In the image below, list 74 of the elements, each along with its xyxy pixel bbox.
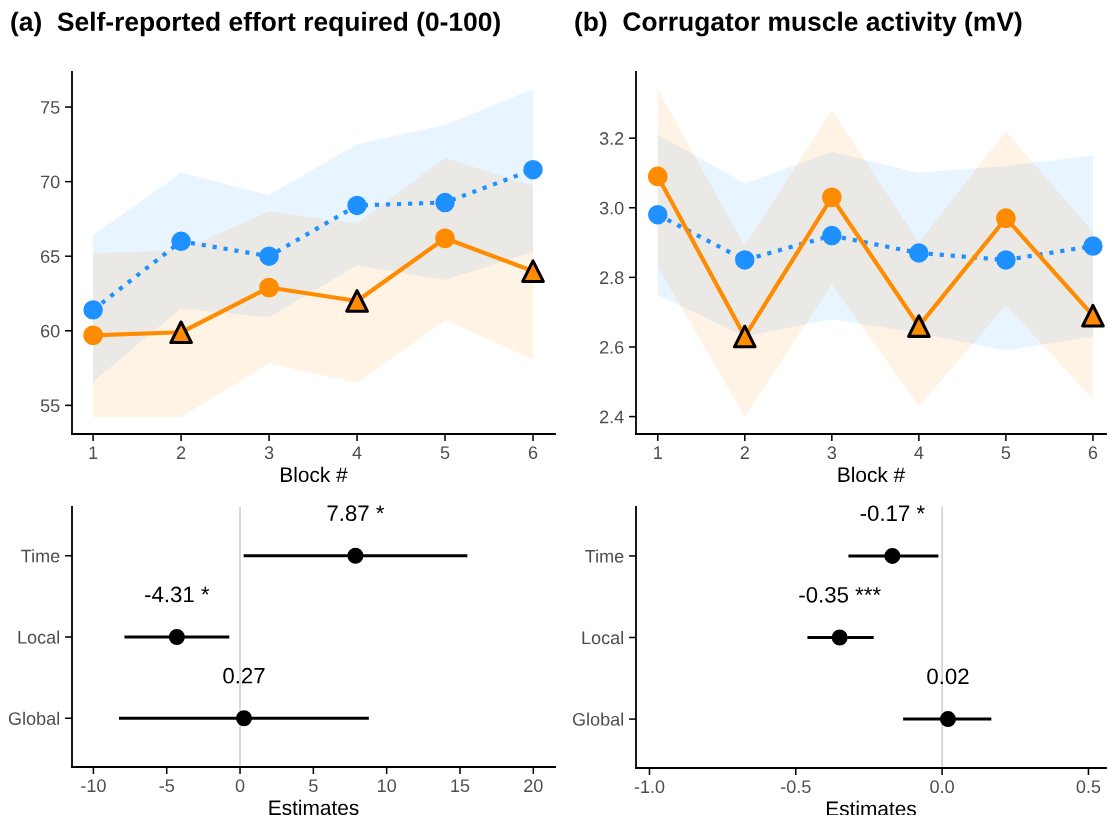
chart-title: (a) Self-reported effort required (0-100): [11, 11, 500, 37]
x-tick-label: -0.5: [781, 780, 811, 794]
x-tick-label: 6: [1088, 446, 1098, 460]
data-label: -0.17 *: [860, 505, 925, 522]
data-label: 0.02: [927, 668, 969, 685]
data-label: -4.31 *: [145, 586, 210, 603]
x-tick-label: 2: [176, 446, 186, 459]
y-tick-label: Time: [585, 549, 624, 563]
x-tick-label: -5: [159, 779, 174, 793]
x-tick-label: 3: [827, 446, 837, 460]
y-tick-label: Local: [582, 630, 623, 645]
point: [647, 166, 668, 187]
x-tick-label: 0.5: [1076, 780, 1101, 794]
x-tick-label: 2: [740, 446, 749, 459]
point: [1083, 236, 1103, 256]
point: [521, 259, 545, 283]
x-tick-label: 6: [528, 446, 538, 460]
point: [83, 300, 103, 320]
x-tick-label: 15: [451, 779, 470, 793]
y-tick-label: Time: [21, 549, 60, 563]
x-tick-label: 20: [524, 779, 543, 793]
y-tick-label: 70: [41, 175, 60, 189]
point: [435, 192, 455, 213]
x-tick-label: 3: [264, 446, 274, 460]
x-axis-title: Block #: [838, 466, 906, 483]
x-tick-label: 1: [654, 446, 662, 459]
x-tick-label: -10: [81, 779, 106, 793]
x-tick-label: 5: [440, 446, 450, 460]
point: [345, 289, 369, 313]
y-tick-label: Global: [8, 711, 59, 725]
point: [1081, 303, 1105, 328]
point: [732, 324, 757, 349]
data-label: -0.35 ***: [799, 586, 881, 603]
x-tick-label: -1.0: [634, 780, 665, 794]
y-tick-label: 55: [40, 399, 60, 413]
data-label: 0.27: [223, 667, 265, 684]
y-tick-label: 3.2: [599, 132, 624, 145]
y-tick-label: 3.0: [599, 201, 624, 215]
x-tick-label: 4: [352, 446, 362, 459]
point: [169, 320, 193, 345]
x-tick-label: 0.0: [930, 780, 954, 794]
data-label: 7.87 *: [327, 505, 385, 522]
point: [648, 204, 668, 225]
x-tick-label: 5: [309, 779, 318, 793]
y-tick-label: 2.8: [600, 271, 624, 285]
point: [907, 314, 931, 338]
x-tick-label: 10: [378, 779, 396, 793]
point: [996, 250, 1016, 270]
point: [259, 246, 279, 266]
point: [822, 187, 842, 208]
chart-title: (b) Corrugator muscle activity (mV): [575, 11, 1022, 37]
point: [171, 231, 191, 252]
x-axis-title: Block #: [281, 466, 348, 483]
y-tick-label: Local: [18, 630, 59, 644]
point: [735, 250, 755, 270]
x-tick-label: 1: [89, 446, 98, 459]
y-tick-label: 65: [41, 250, 60, 263]
x-axis-title: Estimates: [269, 799, 359, 815]
point: [435, 228, 455, 249]
point: [909, 243, 929, 263]
x-tick-label: 4: [914, 446, 924, 459]
x-tick-label: 0: [235, 779, 245, 793]
y-tick-label: 75: [41, 101, 60, 114]
point: [996, 208, 1016, 229]
point: [83, 325, 103, 346]
y-tick-label: Global: [572, 712, 623, 726]
y-tick-label: 2.6: [600, 340, 624, 354]
point: [259, 277, 279, 298]
x-tick-label: 5: [1001, 446, 1011, 460]
point: [347, 195, 367, 216]
point: [523, 159, 543, 180]
y-tick-label: 2.4: [600, 410, 624, 424]
point: [822, 225, 842, 246]
y-tick-label: 60: [41, 324, 60, 338]
